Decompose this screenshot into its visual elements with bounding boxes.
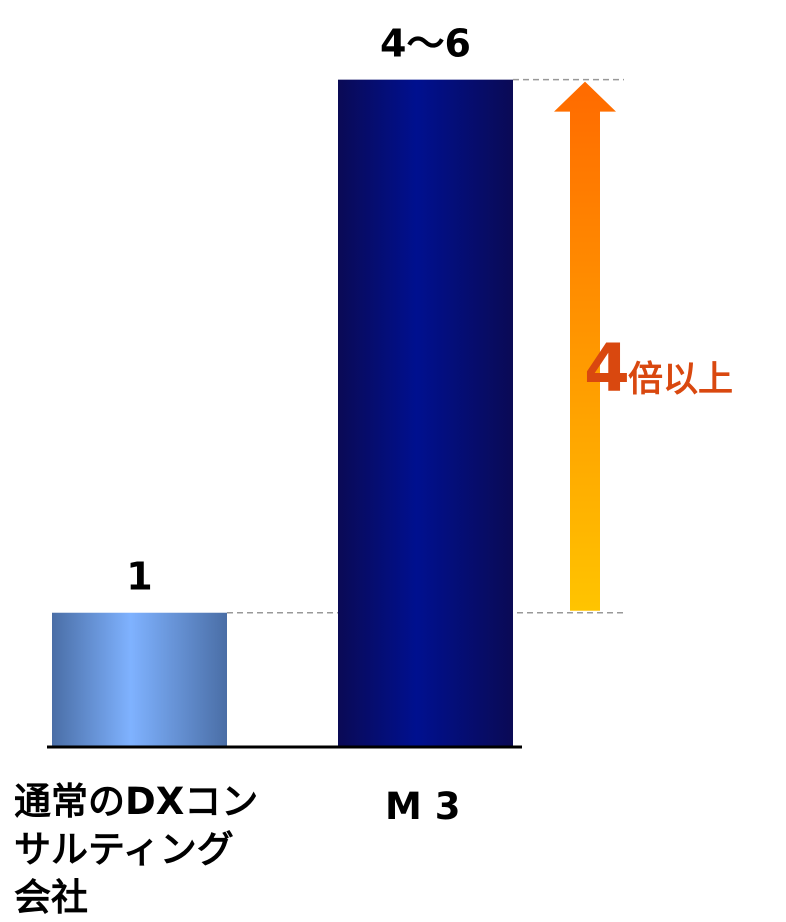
multiplier-number: 4 [584, 330, 630, 407]
bar-normal-dx-consulting [52, 612, 227, 746]
category-label-normal-dx-consulting: 通常のDXコンサルティング会社 [14, 780, 259, 919]
bar-m3 [338, 79, 513, 746]
category-label-m3: M 3 [385, 785, 461, 828]
multiplier-text: 倍以上 [627, 360, 733, 400]
value-label-1: 4〜6 [380, 22, 471, 66]
multiplier-annotation: 4倍以上 [584, 330, 733, 407]
value-label-0: 1 [126, 555, 152, 599]
increase-arrow-icon [554, 81, 616, 611]
